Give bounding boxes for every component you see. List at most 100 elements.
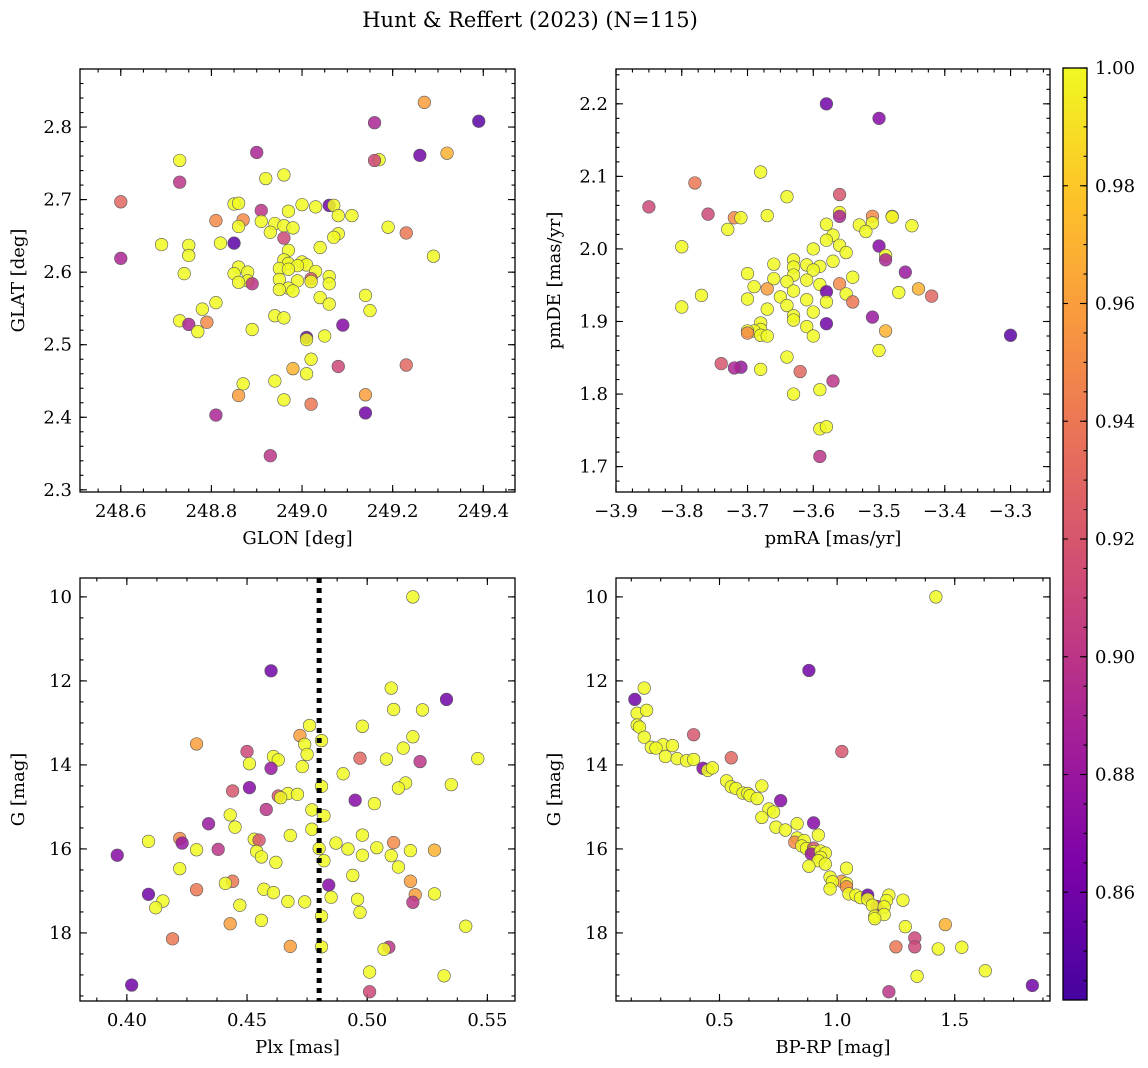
y-tick-label: 10 bbox=[49, 587, 72, 608]
data-point bbox=[355, 828, 369, 842]
points bbox=[642, 97, 1018, 464]
data-point bbox=[721, 222, 735, 236]
data-point bbox=[189, 883, 204, 897]
y-tick-label: 2.5 bbox=[43, 335, 72, 356]
data-point bbox=[472, 114, 486, 128]
x-axis-label: BP-RP [mag] bbox=[775, 1037, 890, 1058]
data-point bbox=[417, 95, 431, 109]
y-tick-label: 14 bbox=[49, 755, 72, 776]
data-point bbox=[358, 388, 373, 402]
y-tick-label: 16 bbox=[585, 839, 608, 860]
data-point bbox=[637, 730, 651, 744]
y-tick-label: 2.6 bbox=[43, 262, 72, 283]
data-point bbox=[427, 843, 442, 857]
data-point bbox=[165, 932, 180, 946]
data-point bbox=[687, 728, 701, 742]
data-point bbox=[879, 324, 893, 338]
data-point bbox=[800, 319, 814, 334]
data-point bbox=[189, 843, 204, 857]
data-point bbox=[114, 251, 128, 265]
data-point bbox=[403, 844, 418, 858]
data-point bbox=[406, 590, 420, 604]
data-point bbox=[786, 284, 801, 298]
data-point bbox=[269, 855, 283, 869]
y-tick-label: 12 bbox=[49, 671, 72, 692]
data-point bbox=[254, 850, 269, 864]
data-point bbox=[826, 374, 840, 388]
plot-frame bbox=[79, 68, 516, 493]
y-tick-label: 2.8 bbox=[43, 117, 72, 138]
data-point bbox=[780, 190, 794, 204]
data-point bbox=[358, 406, 373, 420]
data-point bbox=[839, 245, 853, 260]
data-point bbox=[879, 253, 893, 267]
data-point bbox=[336, 767, 350, 781]
data-point bbox=[415, 703, 430, 717]
data-point bbox=[350, 892, 365, 906]
x-tick-label: −3.7 bbox=[726, 501, 770, 522]
data-point bbox=[223, 917, 237, 931]
data-point bbox=[336, 318, 350, 332]
data-point bbox=[780, 274, 794, 289]
data-point bbox=[331, 208, 345, 223]
data-point bbox=[305, 803, 319, 817]
colorbar-tick-label: 0.96 bbox=[1095, 294, 1135, 315]
y-tick-label: 2.7 bbox=[43, 190, 72, 211]
data-point bbox=[226, 784, 240, 798]
data-point bbox=[806, 816, 821, 830]
data-point bbox=[694, 288, 709, 302]
data-point bbox=[231, 196, 246, 210]
data-point bbox=[313, 290, 327, 305]
data-point bbox=[786, 387, 801, 401]
data-point bbox=[264, 664, 278, 678]
data-point bbox=[149, 901, 163, 915]
data-point bbox=[353, 751, 367, 765]
data-point bbox=[832, 209, 847, 223]
data-point bbox=[642, 200, 656, 214]
data-point bbox=[846, 270, 860, 284]
data-point bbox=[892, 285, 906, 300]
data-point bbox=[628, 692, 642, 706]
colorbar: 0.86 0.88 0.90 0.92 0.94 0.96 0.98 1.00 bbox=[1062, 58, 1135, 1001]
data-point bbox=[227, 236, 241, 250]
data-point bbox=[675, 240, 689, 254]
data-point bbox=[286, 284, 300, 298]
data-point bbox=[223, 808, 237, 822]
data-point bbox=[391, 781, 406, 795]
data-point bbox=[200, 315, 214, 329]
data-point bbox=[195, 302, 209, 316]
data-point bbox=[298, 895, 312, 909]
data-point bbox=[362, 985, 377, 999]
x-tick-label: −3.8 bbox=[660, 501, 704, 522]
data-point bbox=[242, 757, 257, 771]
data-point bbox=[734, 211, 748, 225]
y-axis-label: GLAT [deg] bbox=[8, 229, 29, 333]
data-point bbox=[252, 833, 266, 847]
data-point bbox=[459, 919, 473, 933]
data-point bbox=[286, 221, 300, 235]
panel-bottom-right: 0.5 1.0 1.5 10 12 14 16 18 BP-RP [mag] G [mag] bbox=[544, 577, 1051, 1058]
plot-frame bbox=[79, 577, 516, 1002]
x-tick-label: 1.0 bbox=[823, 1010, 852, 1031]
plot-frame bbox=[615, 68, 1051, 493]
data-point bbox=[750, 791, 764, 806]
data-point bbox=[295, 198, 309, 212]
y-tick-label: 2.0 bbox=[579, 239, 608, 260]
data-point bbox=[209, 296, 223, 310]
panel-top-left: 248.6 248.8 249.0 249.2 249.4 2.3 2.4 2.5 2.6 2.7… bbox=[8, 68, 516, 549]
data-point bbox=[929, 590, 943, 604]
data-point bbox=[367, 116, 382, 130]
colorbar-tick-label: 0.94 bbox=[1095, 411, 1135, 432]
data-point bbox=[754, 165, 768, 179]
data-point bbox=[309, 200, 323, 214]
data-point bbox=[355, 719, 369, 733]
colorbar-gradient bbox=[1063, 68, 1087, 1000]
data-point bbox=[437, 969, 451, 983]
data-point bbox=[806, 329, 820, 343]
data-point bbox=[259, 171, 273, 186]
data-point bbox=[277, 168, 291, 182]
data-point bbox=[268, 374, 282, 388]
data-point bbox=[245, 277, 259, 291]
data-point bbox=[740, 292, 755, 306]
data-point bbox=[233, 898, 247, 912]
